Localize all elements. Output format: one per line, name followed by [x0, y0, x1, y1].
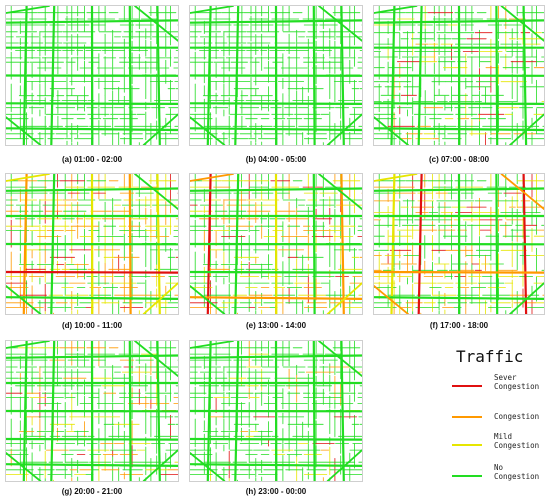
- road-segment: [326, 282, 362, 314]
- legend-title: Traffic: [456, 347, 524, 366]
- caption-h: (h) 23:00 - 00:00: [245, 487, 307, 496]
- road-segment: [190, 463, 362, 468]
- road-network: [190, 6, 362, 145]
- road-segment: [190, 270, 362, 274]
- legend-item-mild: Mild Congestion: [452, 430, 550, 464]
- road-network: [6, 341, 178, 481]
- caption-c: (c) 07:00 - 08:00: [428, 155, 490, 164]
- legend-item-severe: Sever Congestion: [452, 371, 550, 405]
- caption-f: (f) 17:00 - 18:00: [429, 321, 489, 330]
- legend-swatch-congestion: [452, 416, 482, 418]
- traffic-map-g: [5, 340, 179, 482]
- road-segment: [6, 19, 178, 24]
- traffic-map-e: [189, 173, 363, 315]
- road-segment: [374, 285, 409, 314]
- legend-label-congestion: Congestion: [494, 412, 540, 421]
- road-segment: [190, 116, 226, 145]
- road-segment: [190, 6, 234, 14]
- caption-b: (b) 04:00 - 05:00: [245, 155, 307, 164]
- road-segment: [374, 102, 544, 106]
- road-segment: [190, 341, 234, 349]
- road-network: [374, 174, 544, 314]
- legend-swatch-mild: [452, 444, 482, 446]
- legend-item-none: No Congestion: [452, 461, 550, 495]
- road-segment: [190, 102, 362, 106]
- road-segment: [190, 19, 362, 24]
- road-segment: [374, 127, 544, 132]
- traffic-map-b: [189, 5, 363, 146]
- road-segment: [6, 296, 178, 301]
- road-segment: [6, 452, 42, 481]
- caption-a: (a) 01:00 - 02:00: [61, 155, 123, 164]
- road-segment: [6, 341, 50, 349]
- road-segment: [500, 174, 544, 210]
- legend-label-mild: Mild Congestion: [494, 432, 540, 450]
- caption-e: (e) 13:00 - 14:00: [245, 321, 307, 330]
- road-network: [190, 174, 362, 314]
- road-segment: [142, 282, 178, 314]
- road-segment: [6, 270, 178, 274]
- traffic-map-a: [5, 5, 179, 146]
- legend-swatch-severe: [452, 385, 482, 387]
- road-segment: [374, 116, 409, 145]
- road-segment: [190, 174, 234, 182]
- road-segment: [6, 102, 178, 106]
- road-segment: [6, 187, 178, 192]
- road-segment: [134, 341, 178, 377]
- road-segment: [6, 6, 50, 14]
- traffic-map-h: [189, 340, 363, 482]
- road-segment: [318, 341, 362, 377]
- road-segment: [509, 282, 544, 314]
- road-segment: [134, 174, 178, 210]
- road-segment: [190, 354, 362, 359]
- road-segment: [6, 437, 178, 441]
- road-network: [374, 6, 544, 145]
- traffic-map-f: [373, 173, 545, 315]
- road-segment: [6, 174, 50, 182]
- road-segment: [6, 463, 178, 468]
- road-segment: [6, 285, 42, 314]
- road-segment: [6, 116, 42, 145]
- traffic-map-d: [5, 173, 179, 315]
- road-segment: [190, 452, 226, 481]
- road-segment: [374, 19, 544, 24]
- caption-d: (d) 10:00 - 11:00: [61, 321, 123, 330]
- road-segment: [318, 174, 362, 210]
- legend-item-congestion: Congestion: [452, 402, 550, 436]
- road-segment: [190, 187, 362, 192]
- road-segment: [142, 449, 178, 481]
- road-segment: [326, 449, 362, 481]
- caption-g: (g) 20:00 - 21:00: [61, 487, 123, 496]
- road-segment: [374, 187, 544, 192]
- road-network: [6, 174, 178, 314]
- road-segment: [374, 6, 418, 14]
- road-segment: [190, 437, 362, 441]
- road-segment: [142, 113, 178, 145]
- road-segment: [374, 270, 544, 274]
- road-segment: [318, 6, 362, 42]
- road-segment: [374, 296, 544, 301]
- road-network: [6, 6, 178, 145]
- road-segment: [134, 6, 178, 42]
- traffic-map-c: [373, 5, 545, 146]
- road-segment: [6, 127, 178, 132]
- road-segment: [509, 113, 544, 145]
- road-segment: [190, 127, 362, 132]
- legend-swatch-none: [452, 475, 482, 477]
- road-segment: [374, 174, 418, 182]
- legend-label-none: No Congestion: [494, 463, 540, 481]
- road-segment: [190, 296, 362, 301]
- road-network: [190, 341, 362, 481]
- road-segment: [190, 285, 226, 314]
- legend-label-severe: Sever Congestion: [494, 373, 540, 391]
- road-segment: [326, 113, 362, 145]
- road-segment: [500, 6, 544, 42]
- road-segment: [6, 354, 178, 359]
- traffic-legend: Traffic Sever Congestion Congestion Mild…: [440, 345, 550, 495]
